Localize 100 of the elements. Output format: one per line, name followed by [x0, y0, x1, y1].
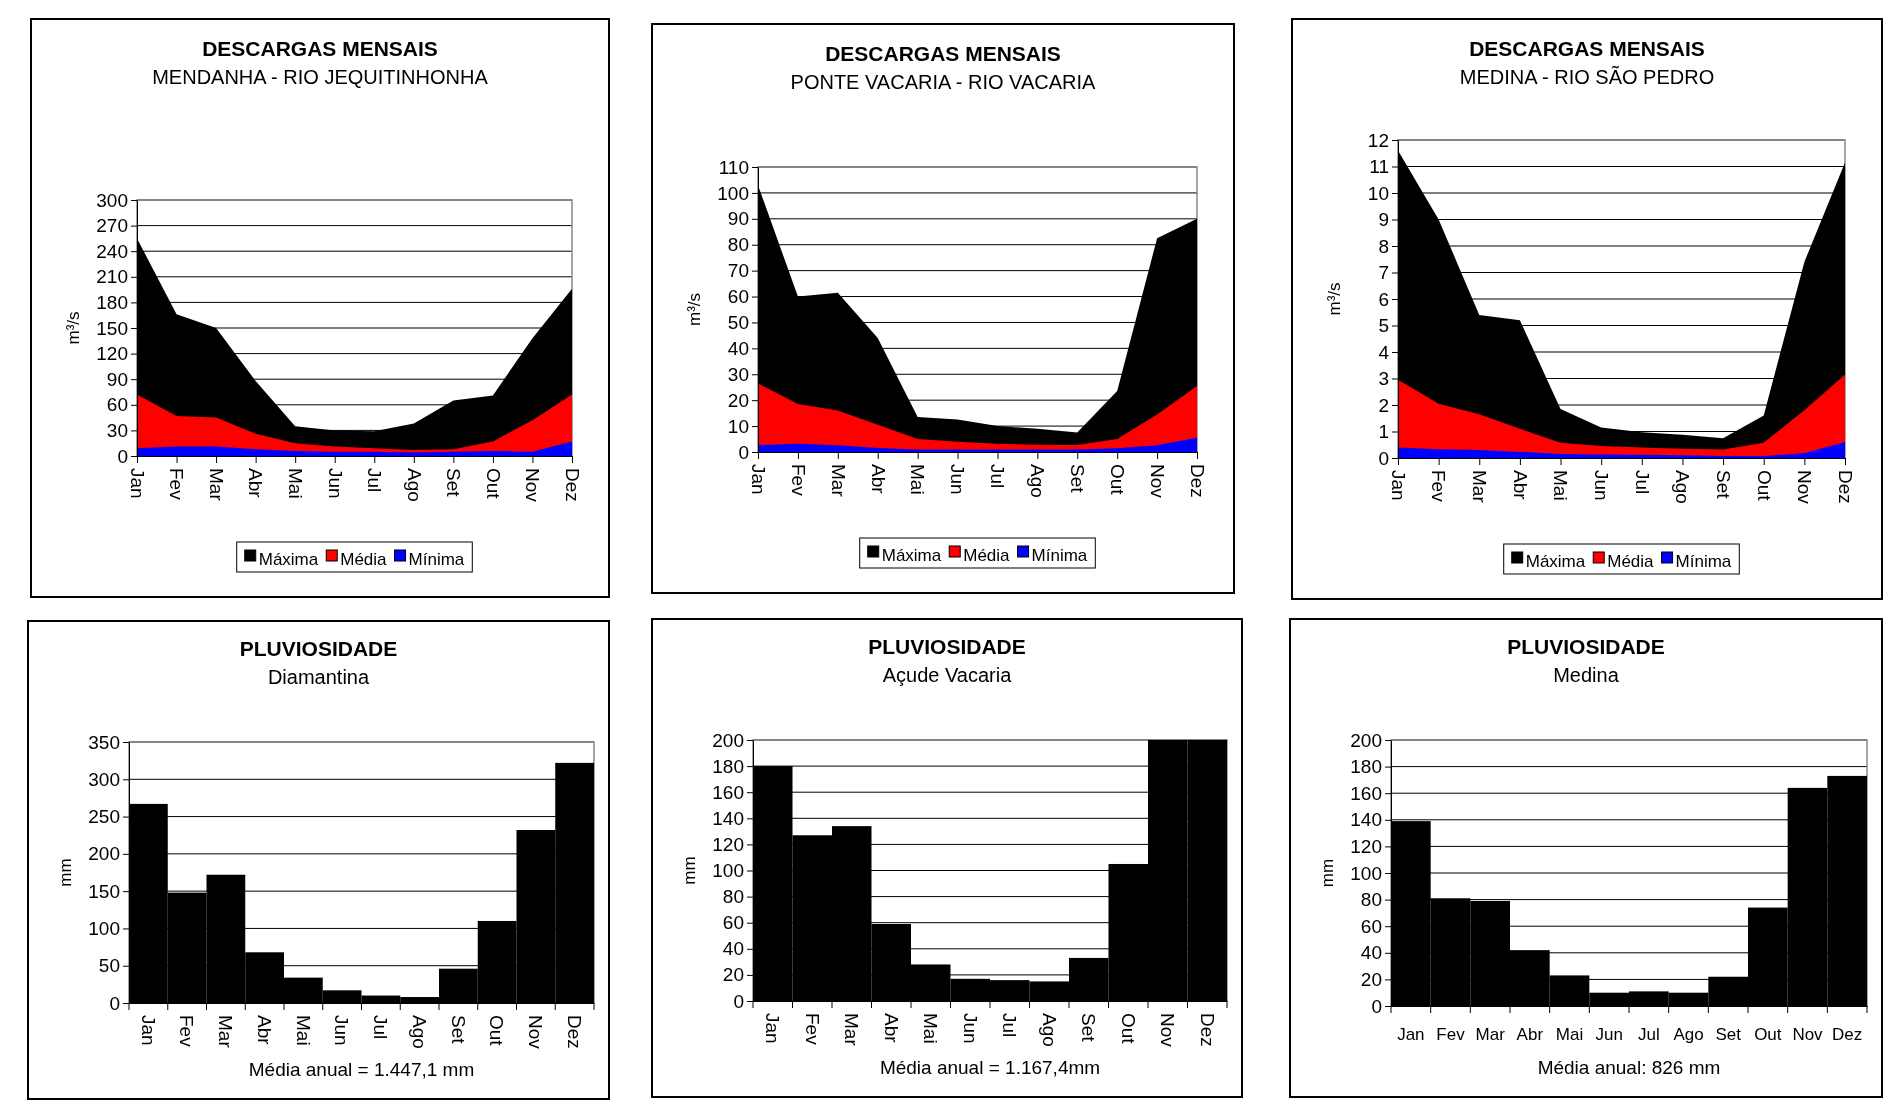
x-tick-label: Jun [324, 468, 346, 499]
x-tick-label: Out [1117, 1013, 1139, 1045]
x-tick-label: Mar [1469, 470, 1491, 504]
x-tick-label: Jun [959, 1013, 981, 1044]
x-tick-label: Jun [1595, 1025, 1623, 1045]
y-axis-title: mm [56, 858, 75, 887]
y-tick-label: 80 [722, 886, 744, 908]
x-tick-label: Abr [867, 464, 889, 495]
y-tick-label: 6 [1378, 288, 1389, 310]
x-tick-label: Fev [166, 468, 188, 501]
y-tick-label: 30 [106, 419, 128, 441]
y-tick-label: 0 [1371, 995, 1382, 1017]
x-tick-label: Ago [1673, 1025, 1704, 1045]
chart-title: PLUVIOSIDADE [239, 637, 398, 660]
x-tick-label: Ago [408, 1015, 430, 1049]
y-tick-label: 60 [722, 912, 744, 934]
y-tick-label: 0 [733, 990, 744, 1012]
y-tick-label: 2 [1378, 394, 1389, 416]
y-tick-label: 20 [727, 389, 749, 411]
legend-label: Mínima [1031, 546, 1088, 566]
y-tick-label: 120 [712, 833, 744, 855]
x-tick-label: Dez [1186, 464, 1208, 498]
y-tick-label: 120 [1350, 835, 1382, 857]
x-tick-label: Set [1067, 464, 1089, 494]
y-tick-label: 200 [712, 729, 744, 751]
y-tick-label: 100 [88, 918, 120, 940]
y-tick-label: 40 [727, 337, 749, 359]
x-tick-label: Dez [1834, 470, 1856, 504]
x-tick-label: Jul [1637, 1025, 1660, 1045]
y-tick-label: 90 [727, 208, 749, 230]
y-tick-label: 150 [88, 880, 120, 902]
x-tick-label: Out [486, 1015, 508, 1047]
x-tick-label: Jun [1591, 470, 1613, 501]
chart-subtitle: Açude Vacaria [882, 664, 1013, 686]
x-tick-label: Fev [1428, 470, 1450, 503]
legend-label: Mínima [1675, 552, 1732, 572]
x-tick-label: Jan [1387, 470, 1409, 501]
x-tick-label: Mar [215, 1015, 237, 1049]
y-tick-label: 300 [96, 189, 128, 211]
text: Média anual = 1.447,1 mm [248, 1059, 475, 1080]
y-tick-label: 270 [96, 215, 128, 237]
x-tick-label: Dez [563, 1015, 585, 1049]
x-tick-label: Jul [987, 464, 1009, 489]
y-tick-label: 0 [1378, 447, 1389, 469]
x-tick-label: Dez [1832, 1025, 1863, 1045]
y-tick-label: 10 [727, 415, 749, 437]
x-tick-label: Jul [999, 1013, 1021, 1038]
x-tick-label: Set [443, 468, 465, 498]
x-tick-label: Nov [1792, 1025, 1824, 1045]
x-tick-label: Out [482, 468, 504, 500]
y-axis-title: m³/s [1325, 282, 1344, 316]
y-tick-label: 5 [1378, 315, 1389, 337]
x-tick-label: Jul [1631, 470, 1653, 495]
x-tick-label: Fev [1436, 1025, 1466, 1045]
y-tick-label: 9 [1378, 209, 1389, 231]
chart-subtitle: MEDINA - RIO SÃO PEDRO [1459, 65, 1715, 88]
chart-subtitle: Medina [1553, 664, 1620, 686]
y-tick-label: 140 [1350, 809, 1382, 831]
y-tick-label: 160 [712, 781, 744, 803]
y-tick-label: 150 [96, 317, 128, 339]
x-tick-label: Dez [1196, 1013, 1218, 1047]
y-axis-title: mm [1318, 858, 1337, 888]
x-tick-label: Mar [841, 1013, 863, 1047]
x-tick-label: Ago [1038, 1013, 1060, 1047]
y-tick-label: 140 [712, 807, 744, 829]
x-tick-label: Jul [364, 468, 386, 493]
chart-subtitle: MENDANHA - RIO JEQUITINHONHA [152, 66, 489, 88]
x-tick-label: Mai [1555, 1025, 1584, 1045]
x-tick-label: Out [1754, 1025, 1782, 1045]
x-tick-label: Out [1753, 470, 1775, 502]
x-tick-label: Abr [1516, 1025, 1544, 1045]
y-tick-label: 200 [1350, 729, 1382, 751]
x-tick-label: Mai [292, 1015, 314, 1046]
x-tick-label: Out [1107, 464, 1129, 496]
y-tick-label: 0 [117, 445, 128, 467]
y-tick-label: 160 [1350, 782, 1382, 804]
x-tick-label: Abr [253, 1015, 275, 1046]
y-tick-label: 120 [96, 343, 128, 365]
chart-subtitle: PONTE VACARIA - RIO VACARIA [790, 71, 1097, 93]
y-tick-label: 3 [1378, 368, 1389, 390]
chart-title: DESCARGAS MENSAIS [202, 37, 438, 60]
legend-label: Média [963, 546, 1011, 566]
y-tick-label: 90 [106, 368, 128, 390]
y-tick-label: 20 [1360, 968, 1382, 990]
x-tick-label: Abr [880, 1013, 902, 1044]
x-tick-label: Fev [787, 464, 809, 497]
x-tick-label: Jan [137, 1015, 159, 1046]
legend-label: Máxima [1525, 552, 1586, 572]
legend-label: Máxima [258, 550, 319, 570]
x-tick-label: Mai [285, 468, 307, 499]
x-tick-label: Abr [245, 468, 267, 499]
y-tick-label: 210 [96, 266, 128, 288]
x-tick-label: Mar [827, 464, 849, 498]
x-tick-label: Ago [1672, 470, 1694, 504]
y-tick-label: 80 [1360, 889, 1382, 911]
x-tick-label: Mai [1550, 470, 1572, 501]
x-tick-label: Jan [747, 464, 769, 495]
x-tick-label: Mai [907, 464, 929, 495]
y-tick-label: 100 [717, 182, 749, 204]
y-tick-label: 180 [712, 755, 744, 777]
